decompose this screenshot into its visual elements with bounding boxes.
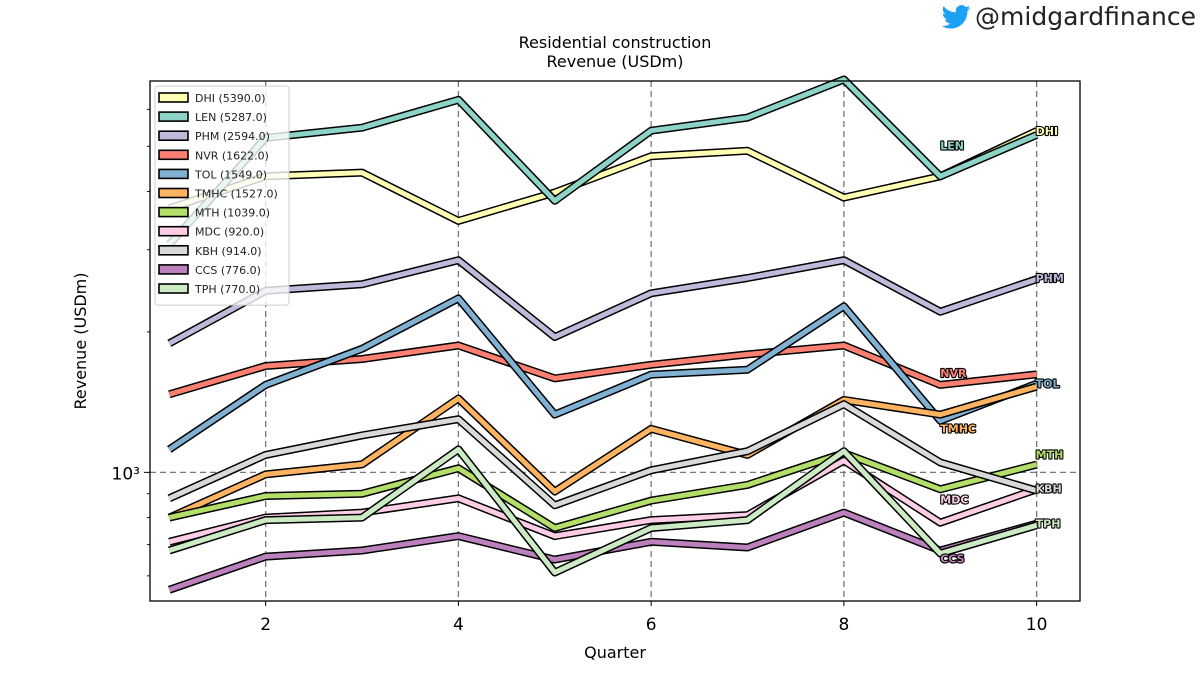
end-label-mth: MTH — [1036, 449, 1064, 462]
legend-swatch — [158, 283, 189, 294]
legend-swatch — [158, 225, 189, 237]
series-outline — [166, 75, 1039, 248]
x-tick-label: 10 — [1026, 615, 1048, 635]
twitter-bird-icon — [941, 4, 971, 29]
legend-swatch — [158, 264, 189, 275]
end-labels: DHI LEN PHM NVR TOL TMHC MTH MDC KBH CCS TPH — [939, 124, 1065, 567]
series-stroke — [168, 384, 1038, 520]
x-tick-label: 8 — [838, 615, 849, 635]
series-stroke — [168, 128, 1038, 224]
legend: DHI (5390.0) LEN (5287.0) PHM (2594.0) NVR … — [154, 85, 290, 306]
series-lines — [166, 75, 1039, 594]
series-tol-line — [167, 294, 1039, 453]
end-label-len: LEN — [940, 139, 964, 152]
series-len-line — [166, 75, 1039, 248]
legend-label: MTH (1039.0) — [195, 207, 270, 220]
legend-swatch — [158, 245, 189, 256]
y-axis-label: Revenue (USDm) — [71, 272, 90, 409]
legend-swatch — [158, 206, 189, 218]
series-kbh-line — [167, 400, 1038, 510]
plot-frame — [149, 80, 1081, 602]
end-label-tph: TPH — [1036, 517, 1061, 530]
series-stroke — [167, 77, 1038, 247]
end-label-nvr: NVR — [940, 367, 967, 380]
legend-label: PHM (2594.0) — [195, 130, 270, 143]
legend-swatch — [158, 149, 189, 161]
chart-title: Residential construction — [519, 33, 712, 52]
end-label-mdc: MDC — [940, 493, 968, 506]
legend-label: LEN (5287.0) — [195, 111, 267, 124]
end-label-tol: TOL — [1036, 378, 1060, 391]
series-stroke — [167, 295, 1038, 452]
series-dhi-line — [168, 127, 1039, 225]
series-outline — [167, 256, 1038, 347]
series-tmhc-line — [167, 382, 1038, 522]
chart-subtitle: Revenue (USDm) — [546, 52, 683, 71]
legend-label: TMHC (1527.0) — [194, 188, 278, 201]
end-label-tmhc: TMHC — [940, 423, 976, 436]
series-stroke — [168, 401, 1038, 508]
y-tick-label: 10³ — [112, 464, 140, 484]
series-mth-line — [168, 449, 1038, 532]
series-tph-line — [168, 445, 1038, 577]
brand: @midgardfinance — [941, 2, 1196, 31]
x-tick-label: 2 — [260, 615, 271, 635]
legend-label: KBH (914.0) — [195, 245, 262, 258]
legend-label: TOL (1549.0) — [194, 168, 267, 181]
legend-swatch — [158, 187, 189, 199]
legend-label: MDC (920.0) — [195, 226, 264, 239]
axes: 2 4 6 8 10 10³ — [112, 108, 1048, 635]
end-label-ccs: CCS — [940, 553, 964, 566]
legend-label: DHI (5390.0) — [195, 92, 266, 105]
x-axis-label: Quarter — [584, 643, 646, 662]
legend-swatch — [158, 168, 189, 180]
legend-swatch — [158, 130, 189, 141]
series-stroke — [168, 450, 1038, 531]
series-phm-line — [167, 256, 1038, 347]
legend-label: TPH (770.0) — [194, 283, 260, 296]
brand-handle: @midgardfinance — [975, 2, 1196, 31]
legend-swatch — [158, 111, 189, 122]
x-tick-label: 4 — [453, 615, 464, 635]
legend-label: CCS (776.0) — [195, 264, 261, 277]
legend-swatch — [158, 92, 189, 103]
series-stroke — [168, 446, 1038, 575]
end-label-phm: PHM — [1036, 272, 1064, 285]
end-label-kbh: KBH — [1036, 483, 1062, 496]
series-stroke — [168, 257, 1038, 346]
end-label-dhi: DHI — [1036, 125, 1058, 138]
legend-label: NVR (1622.0) — [195, 149, 269, 162]
x-tick-label: 6 — [646, 615, 657, 635]
